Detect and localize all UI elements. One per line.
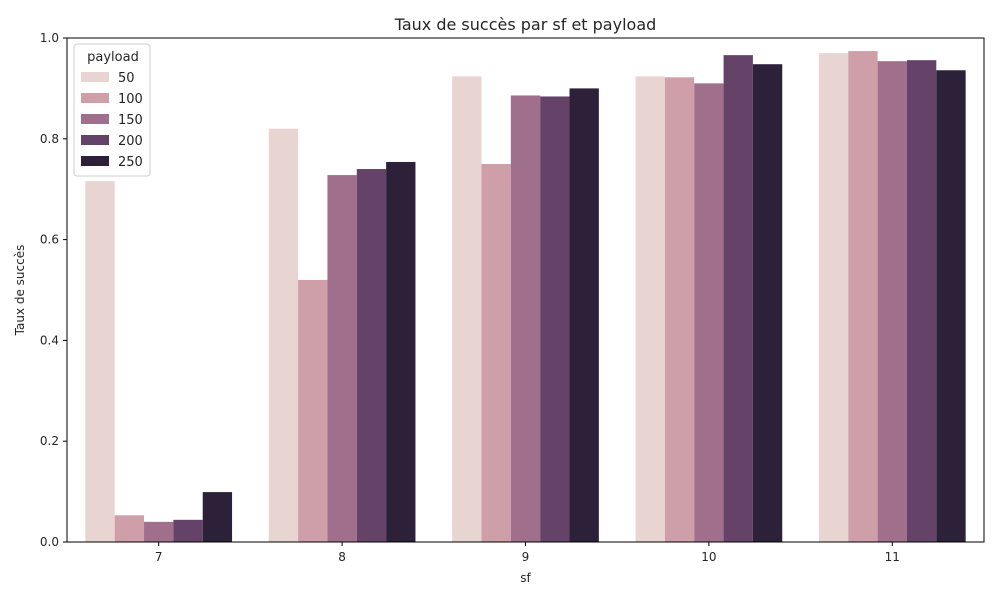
x-tick-label: 10 <box>701 550 716 564</box>
legend: payload 50 100 150 200 250 <box>73 43 151 177</box>
x-axis-label: sf <box>520 571 531 585</box>
bar-sf10-payload100 <box>664 77 695 542</box>
bar-sf8-payload150 <box>327 175 357 542</box>
bar-sf7-payload200 <box>173 519 203 542</box>
y-tick-label: 0.4 <box>40 333 59 347</box>
bar-sf11-payload50 <box>818 53 849 543</box>
legend-label-150: 150 <box>118 113 143 128</box>
bar-sf9-payload200 <box>540 96 570 543</box>
legend-swatch-100 <box>81 93 109 103</box>
legend-label-200: 200 <box>118 134 143 149</box>
legend-label-250: 250 <box>118 155 143 170</box>
x-tick-label: 7 <box>155 550 163 564</box>
bar-sf10-payload150 <box>694 83 724 543</box>
legend-swatch-250 <box>81 156 109 166</box>
bar-sf11-payload200 <box>906 60 937 543</box>
bar-sf7-payload100 <box>114 515 145 542</box>
bar-sf11-payload250 <box>936 70 966 542</box>
bar-sf7-payload50 <box>85 181 115 542</box>
bar-sf7-payload250 <box>202 492 233 542</box>
bar-sf9-payload150 <box>510 95 541 543</box>
y-tick-label: 1.0 <box>40 31 59 45</box>
axes-group: 0.0 0.2 0.4 0.6 0.8 1.0 7 8 9 10 11 <box>40 31 985 564</box>
x-tick-label: 9 <box>522 550 530 564</box>
bar-sf10-payload50 <box>635 76 665 543</box>
x-tick-label: 11 <box>885 550 900 564</box>
bar-sf10-payload250 <box>752 64 783 543</box>
legend-swatch-50 <box>81 72 109 82</box>
chart-title: Taux de succès par sf et payload <box>394 15 657 34</box>
y-tick-label: 0.2 <box>40 434 59 448</box>
legend-swatch-150 <box>81 114 109 124</box>
bar-sf8-payload200 <box>356 169 387 543</box>
legend-label-50: 50 <box>118 71 135 86</box>
y-axis-label: Taux de succès <box>13 245 27 337</box>
y-tick-label: 0.8 <box>40 132 59 146</box>
y-tick-label: 0.0 <box>40 535 59 549</box>
bars-group <box>85 51 966 543</box>
bar-sf8-payload50 <box>268 128 299 542</box>
bar-sf9-payload100 <box>481 164 511 542</box>
bar-sf11-payload100 <box>848 51 878 542</box>
legend-title: payload <box>87 50 139 65</box>
bar-sf10-payload200 <box>723 55 753 542</box>
bar-sf8-payload100 <box>298 279 328 542</box>
legend-swatch-200 <box>81 135 109 145</box>
bar-sf9-payload250 <box>569 88 599 543</box>
bar-sf11-payload150 <box>877 61 907 543</box>
bar-sf9-payload50 <box>452 76 482 543</box>
x-tick-label: 8 <box>338 550 346 564</box>
bar-sf8-payload250 <box>386 161 416 543</box>
legend-label-100: 100 <box>118 92 143 107</box>
bar-sf7-payload150 <box>144 521 174 542</box>
y-tick-label: 0.6 <box>40 233 59 247</box>
